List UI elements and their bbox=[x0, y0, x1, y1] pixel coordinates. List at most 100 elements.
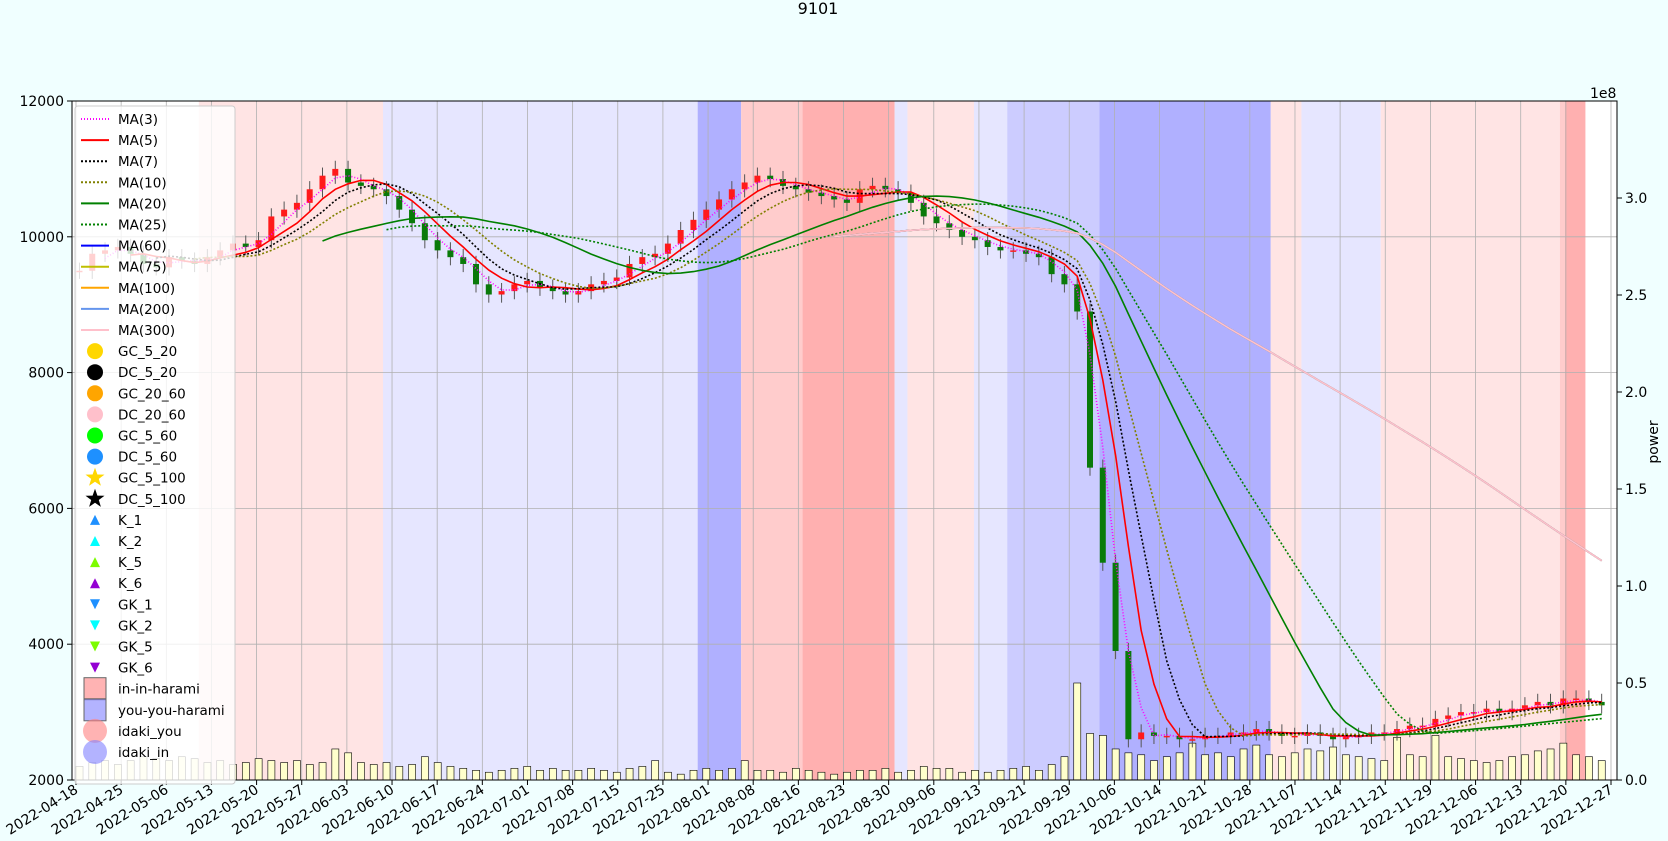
legend-swatch bbox=[83, 698, 107, 722]
legend-entry: idaki_in bbox=[83, 740, 169, 764]
legend-label: idaki_in bbox=[118, 745, 169, 761]
volume-bar bbox=[587, 768, 596, 781]
candle-body bbox=[1521, 705, 1528, 709]
legend-label: K_1 bbox=[118, 513, 142, 529]
candle-body bbox=[652, 253, 659, 258]
signal-band bbox=[1301, 101, 1381, 780]
volume-bar bbox=[548, 768, 557, 781]
volume-bar bbox=[561, 769, 570, 781]
moving-averages bbox=[104, 174, 1603, 739]
legend-swatch bbox=[87, 448, 103, 465]
signal-band bbox=[1007, 101, 1100, 780]
volume-bar bbox=[280, 762, 289, 781]
legend-label: GC_20_60 bbox=[118, 386, 186, 402]
volume-bar bbox=[1214, 752, 1222, 781]
legend-entry: GC_20_60 bbox=[87, 385, 186, 402]
volume-bar bbox=[1188, 742, 1197, 781]
legend-swatch bbox=[83, 718, 107, 743]
volume-bar bbox=[408, 764, 416, 781]
candle-body bbox=[370, 185, 377, 190]
candle-body bbox=[1278, 732, 1285, 736]
legend-entry: MA(5) bbox=[81, 133, 158, 149]
volume-bar bbox=[1406, 754, 1414, 781]
volume-bar bbox=[843, 771, 851, 781]
volume-bar bbox=[1546, 748, 1555, 781]
legend-entry: K_5 bbox=[90, 555, 142, 571]
volume-bar bbox=[1047, 764, 1056, 781]
volume-bar bbox=[241, 762, 250, 781]
legend-entry: DC_5_20 bbox=[87, 364, 177, 381]
y-tick-label: 12000 bbox=[19, 94, 64, 110]
candle-body bbox=[639, 257, 646, 264]
candle-body bbox=[767, 175, 774, 180]
volume-bar bbox=[907, 769, 915, 781]
signal-band bbox=[802, 101, 895, 780]
legend-label: GK_5 bbox=[118, 640, 153, 656]
signal-band bbox=[1380, 101, 1560, 780]
candle-body bbox=[1432, 718, 1439, 726]
volume-bar bbox=[753, 769, 762, 781]
y2-tick-label: 0.5 bbox=[1625, 676, 1647, 692]
volume-bar bbox=[625, 768, 634, 781]
volume-bar bbox=[1150, 760, 1158, 781]
y-tick-label: 8000 bbox=[28, 366, 64, 382]
volume-bar bbox=[1533, 750, 1542, 781]
volume-bar bbox=[1099, 735, 1107, 781]
volume-bar bbox=[523, 766, 532, 781]
volume-bar bbox=[1290, 752, 1299, 781]
legend-entry: MA(75) bbox=[81, 260, 167, 276]
candle-body bbox=[1406, 725, 1413, 730]
volume-bar bbox=[1086, 733, 1094, 781]
volume-bar bbox=[510, 768, 519, 781]
legend-label: MA(10) bbox=[118, 175, 167, 191]
y-tick-label: 2000 bbox=[28, 773, 64, 789]
y2-tick-label: 0.0 bbox=[1625, 773, 1647, 789]
legend-swatch bbox=[87, 385, 103, 402]
candle-body bbox=[421, 223, 428, 241]
volume-bar bbox=[996, 769, 1005, 781]
candle-body bbox=[933, 216, 940, 224]
candle-body bbox=[1227, 732, 1234, 736]
volume-bar bbox=[651, 760, 659, 781]
volume-bar bbox=[1265, 754, 1273, 781]
candle-body bbox=[1125, 650, 1132, 740]
volume-bar bbox=[728, 768, 736, 781]
volume-bar bbox=[1457, 758, 1465, 781]
candle-body bbox=[728, 189, 735, 200]
volume-bar bbox=[702, 768, 711, 781]
volume-bar bbox=[382, 762, 391, 781]
legend-label: MA(300) bbox=[118, 323, 175, 339]
legend-entry: you-you-harami bbox=[83, 698, 225, 722]
candle-body bbox=[319, 175, 326, 190]
legend-label: DC_5_100 bbox=[118, 492, 186, 508]
volume-bar bbox=[1418, 756, 1427, 781]
candle-body bbox=[396, 196, 403, 210]
candle-body bbox=[281, 209, 288, 217]
signal-bands bbox=[198, 101, 1586, 780]
legend-label: MA(3) bbox=[118, 112, 158, 128]
candle-body bbox=[1086, 311, 1093, 468]
volume-bar bbox=[792, 768, 800, 781]
legend-entry: MA(25) bbox=[81, 218, 167, 234]
candle-body bbox=[1035, 253, 1042, 258]
legend-swatch bbox=[90, 557, 100, 568]
volume-bar bbox=[894, 771, 903, 781]
volume-bar bbox=[1137, 754, 1146, 781]
candle-body bbox=[1419, 725, 1426, 728]
candle-body bbox=[1381, 732, 1388, 734]
ma-line bbox=[834, 226, 1603, 562]
volume-bar bbox=[1585, 756, 1593, 781]
legend-entry: in-in-harami bbox=[83, 677, 200, 701]
candle-body bbox=[946, 223, 953, 231]
candle-body bbox=[805, 189, 812, 193]
legend-swatch bbox=[87, 364, 103, 381]
volume-bar bbox=[600, 769, 608, 781]
candle-body bbox=[920, 202, 927, 217]
candle-body bbox=[792, 185, 799, 190]
volume-bar bbox=[293, 760, 301, 781]
legend-entry: DC_5_60 bbox=[87, 448, 177, 466]
y-tick-label: 6000 bbox=[28, 501, 64, 517]
candle-body bbox=[869, 185, 876, 190]
volume-bar bbox=[1162, 756, 1171, 781]
candle-body bbox=[472, 263, 479, 285]
